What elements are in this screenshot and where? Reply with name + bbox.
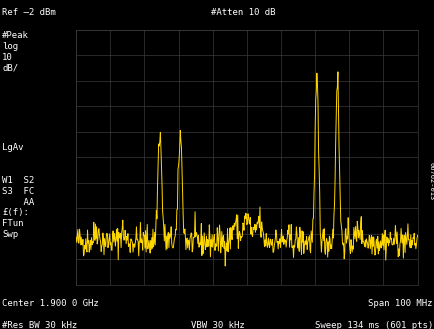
Text: Sweep 134 ms (601 pts): Sweep 134 ms (601 pts) — [314, 321, 432, 329]
Text: Span 100 MHz: Span 100 MHz — [368, 299, 432, 308]
Text: #Atten 10 dB: #Atten 10 dB — [211, 8, 275, 17]
Text: W1  S2
S3  FC
    AA
£(f):
FTun
Swp: W1 S2 S3 FC AA £(f): FTun Swp — [2, 176, 34, 239]
Text: #Peak
log
10
dB/: #Peak log 10 dB/ — [2, 31, 29, 72]
Text: Ref –2 dBm: Ref –2 dBm — [2, 8, 56, 17]
Text: VBW 30 kHz: VBW 30 kHz — [190, 321, 244, 329]
Text: Center 1.900 0 GHz: Center 1.900 0 GHz — [2, 299, 99, 308]
Text: LgAv: LgAv — [2, 143, 23, 152]
Text: #Res BW 30 kHz: #Res BW 30 kHz — [2, 321, 77, 329]
Text: 06762-013: 06762-013 — [427, 162, 433, 200]
